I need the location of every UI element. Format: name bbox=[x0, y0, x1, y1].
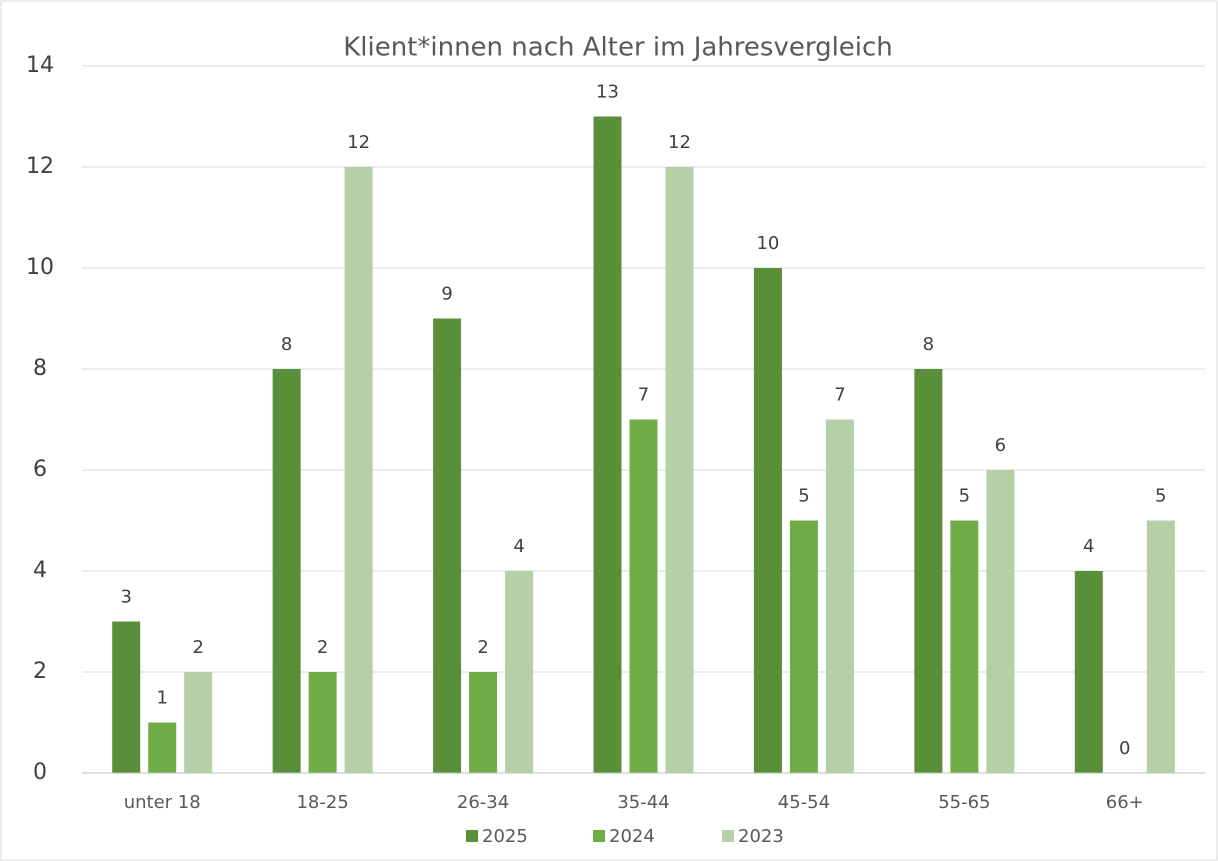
data-label: 6 bbox=[995, 435, 1006, 456]
data-label: 12 bbox=[347, 132, 370, 153]
data-label: 12 bbox=[668, 132, 691, 153]
data-label: 8 bbox=[923, 334, 934, 355]
y-tick-label: 2 bbox=[33, 659, 47, 684]
chart-title: Klient*innen nach Alter im Jahresverglei… bbox=[343, 33, 893, 63]
legend-swatch bbox=[722, 830, 734, 842]
data-label: 1 bbox=[156, 688, 167, 709]
bar bbox=[825, 419, 854, 773]
bar bbox=[272, 369, 301, 773]
bar bbox=[593, 116, 622, 773]
data-label: 5 bbox=[959, 486, 970, 507]
bar bbox=[433, 318, 462, 773]
y-tick-label: 10 bbox=[26, 255, 54, 280]
data-label: 13 bbox=[596, 82, 619, 103]
y-tick-label: 4 bbox=[33, 558, 47, 583]
data-label: 10 bbox=[756, 233, 779, 254]
data-label: 3 bbox=[120, 587, 131, 608]
y-tick-label: 12 bbox=[26, 154, 54, 179]
x-tick-label: 26-34 bbox=[457, 792, 509, 813]
data-label: 2 bbox=[192, 637, 203, 658]
x-tick-label: 35-44 bbox=[617, 792, 669, 813]
data-label: 8 bbox=[281, 334, 292, 355]
bar bbox=[148, 722, 177, 773]
bar bbox=[789, 520, 818, 773]
bar bbox=[950, 520, 979, 773]
x-tick-label: 66+ bbox=[1106, 792, 1144, 813]
bar bbox=[505, 571, 534, 773]
data-label: 2 bbox=[477, 637, 488, 658]
legend-swatch bbox=[466, 830, 478, 842]
bar bbox=[753, 268, 782, 773]
bar bbox=[308, 672, 337, 773]
data-label: 9 bbox=[441, 284, 452, 305]
bar bbox=[344, 167, 373, 773]
bar bbox=[1146, 520, 1175, 773]
bar bbox=[469, 672, 498, 773]
bar bbox=[986, 470, 1015, 773]
y-tick-label: 8 bbox=[33, 356, 47, 381]
bar bbox=[629, 419, 658, 773]
data-label: 4 bbox=[1083, 536, 1094, 557]
legend-label: 2024 bbox=[609, 826, 655, 847]
y-tick-label: 6 bbox=[33, 457, 47, 482]
y-tick-label: 0 bbox=[33, 760, 47, 785]
bar bbox=[112, 621, 141, 773]
data-label: 2 bbox=[317, 637, 328, 658]
x-tick-label: 55-65 bbox=[938, 792, 990, 813]
data-label: 7 bbox=[638, 385, 649, 406]
x-tick-label: unter 18 bbox=[124, 792, 201, 813]
data-label: 5 bbox=[1155, 486, 1166, 507]
legend-label: 2025 bbox=[482, 826, 528, 847]
data-label: 7 bbox=[834, 385, 845, 406]
bar bbox=[914, 369, 943, 773]
bar bbox=[184, 672, 213, 773]
bar bbox=[665, 167, 694, 773]
bar bbox=[1074, 571, 1103, 773]
legend-label: 2023 bbox=[738, 826, 784, 847]
data-label: 5 bbox=[798, 486, 809, 507]
x-tick-label: 45-54 bbox=[778, 792, 830, 813]
y-tick-label: 14 bbox=[26, 53, 54, 78]
data-label: 0 bbox=[1119, 738, 1130, 759]
legend-swatch bbox=[593, 830, 605, 842]
data-label: 4 bbox=[513, 536, 524, 557]
x-tick-label: 18-25 bbox=[296, 792, 348, 813]
